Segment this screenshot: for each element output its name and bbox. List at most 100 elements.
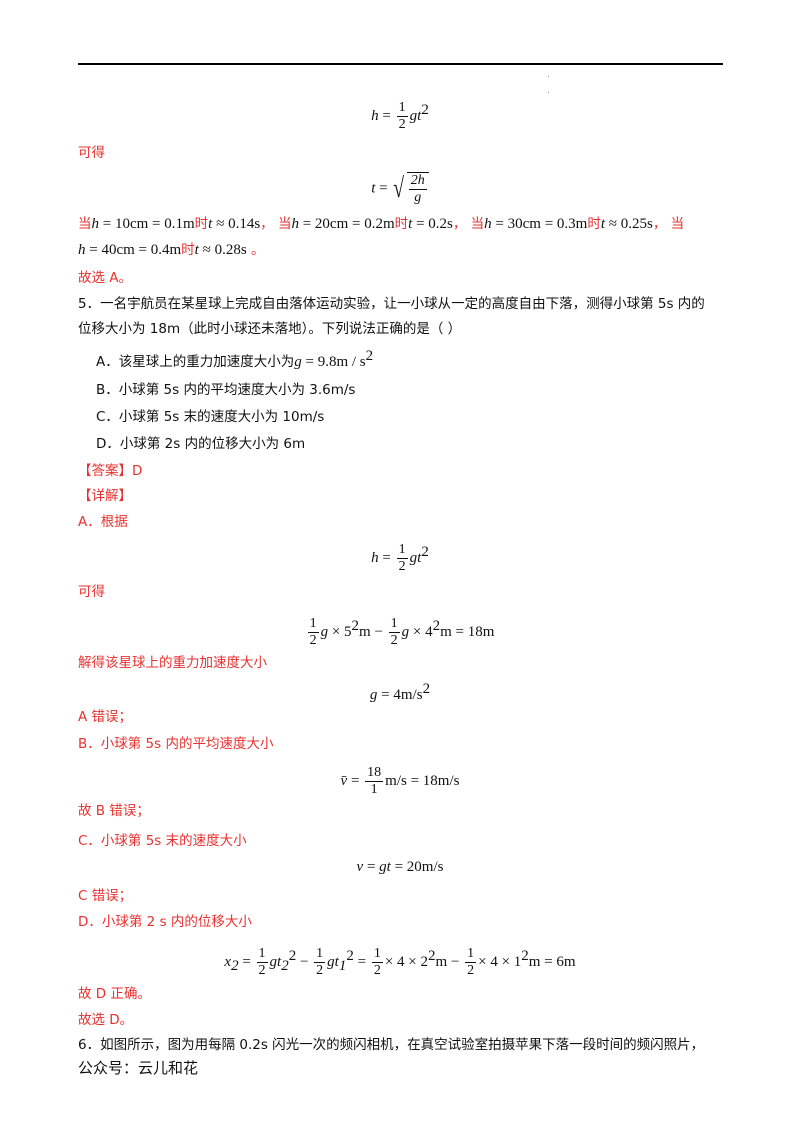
red-text: 时 [181, 242, 195, 258]
math-text: g [320, 624, 329, 640]
math-text: v [356, 859, 364, 875]
math-text: × 4 [409, 624, 433, 640]
red-text: 当 [78, 216, 92, 232]
superscript: 2 [421, 544, 429, 560]
red-text: 时 [194, 216, 209, 232]
d-right: 故 D 正确。 [78, 986, 151, 1002]
formula-avg-velocity: v̄ = 18 1 m/s = 18m/s [0, 765, 800, 798]
numerator: 18 [365, 765, 384, 782]
math-text: m = 18m [440, 624, 495, 640]
math-text: ≈ 0.14s [212, 216, 261, 232]
superscript: 2 [365, 348, 374, 364]
math-text: m/s = 18m/s [385, 772, 460, 789]
denominator: 2 [258, 963, 266, 979]
radicand: 2h g [406, 172, 429, 206]
denominator: 2 [398, 559, 406, 575]
footer-account: 公众号：云儿和花 [78, 1059, 199, 1077]
question-5-line-1: 5．一名宇航员在某星球上完成自由落体运动实验，让一小球从一定的高度自由下落，测得… [78, 296, 705, 312]
denominator: 2 [467, 963, 475, 979]
math-text: t [600, 216, 605, 232]
math-text: ≈ 0.25s [605, 216, 653, 232]
math-text: m − [359, 624, 387, 640]
denominator: 1 [370, 782, 378, 797]
a-basis: A．根据 [78, 514, 128, 530]
option-d: D．小球第 2s 内的位移大小为 6m [96, 436, 306, 452]
red-text: 。 [246, 242, 265, 258]
math-text: = [238, 954, 255, 970]
numerator: 1 [314, 946, 326, 964]
math-text: h [371, 550, 379, 566]
math-text: h [291, 216, 299, 232]
formula-h-half-gt2: h = 1 2 gt2 [0, 100, 800, 133]
question-6-line-1: 6．如图所示，图为用每隔 0.2s 闪光一次的频闪相机，在真空试验室拍摄苹果下落… [78, 1037, 705, 1053]
denominator: 2 [390, 633, 398, 649]
math-text: = 30cm = 0.3m [491, 216, 588, 232]
numerator: 1 [307, 616, 319, 634]
result-line-1: 当h = 10cm = 0.1m时t ≈ 0.14s， 当h = 20cm = … [78, 215, 684, 233]
superscript: 2 [422, 681, 431, 697]
speck [548, 92, 549, 93]
math-text: g [294, 354, 302, 370]
math-text: = [375, 180, 392, 197]
math-text: t [371, 180, 376, 197]
numerator: 2h [408, 173, 427, 190]
math-text: m − [435, 954, 464, 970]
math-text: = 9.8m / s [301, 354, 366, 370]
choose-a: 故选 A。 [78, 270, 133, 286]
question-5-line-2: 位移大小为 18m（此时小球还未落地）。下列说法正确的是（ ） [78, 321, 462, 337]
red-text: ， 当 [652, 216, 685, 232]
math-text: = 20cm = 0.2m [298, 216, 395, 232]
subscript: 2 [231, 958, 239, 974]
superscript: 2 [351, 618, 360, 634]
numerator: 1 [256, 946, 268, 964]
fraction: 18 1 [365, 765, 384, 798]
superscript: 2 [521, 948, 529, 964]
subscript: 1 [338, 958, 347, 974]
a-wrong: A 错误； [78, 709, 133, 725]
math-text: gt [269, 954, 282, 970]
numerator: 1 [396, 542, 408, 560]
formula-t-sqrt: t = √ 2h g [0, 172, 800, 206]
math-text: gt [379, 859, 391, 875]
math-text: g [401, 624, 410, 640]
b-wrong: 故 B 错误； [78, 803, 150, 819]
math-text: × 4 × 1 [478, 954, 522, 970]
math-text: t [194, 242, 199, 258]
denominator: g [414, 190, 422, 205]
option-b: B．小球第 5s 内的平均速度大小为 3.6m/s [96, 382, 356, 398]
header-rule [78, 63, 723, 65]
denominator: 2 [316, 963, 324, 979]
detail-label: 【详解】 [78, 488, 132, 504]
answer-label: 【答案】D [78, 463, 143, 479]
math-text: h [78, 242, 86, 258]
math-text: x [224, 954, 232, 970]
math-text: = [378, 550, 395, 566]
denominator: 2 [398, 117, 406, 133]
text-kede: 可得 [78, 145, 105, 161]
math-text: h [484, 216, 492, 232]
math-text: gt [409, 550, 422, 566]
red-text: 时 [587, 216, 601, 232]
subscript: 2 [281, 958, 289, 974]
math-text: = [347, 772, 364, 789]
option-a-text: A．该星球上的重力加速度大小为 [96, 354, 295, 370]
formula-v-gt: v = gt = 20m/s [0, 857, 800, 877]
denominator: 2 [373, 963, 381, 979]
math-text: h [371, 108, 379, 124]
math-text: = 40cm = 0.4m [85, 242, 182, 258]
math-text: g [369, 687, 378, 703]
superscript: 2 [427, 948, 436, 964]
text-kede-2: 可得 [78, 584, 105, 600]
math-text: = 4m/s [377, 687, 423, 703]
option-a: A．该星球上的重力加速度大小为g = 9.8m / s2 [96, 347, 373, 371]
formula-g: g = 4m/s2 [0, 679, 800, 705]
fraction: 2h g [408, 173, 427, 206]
